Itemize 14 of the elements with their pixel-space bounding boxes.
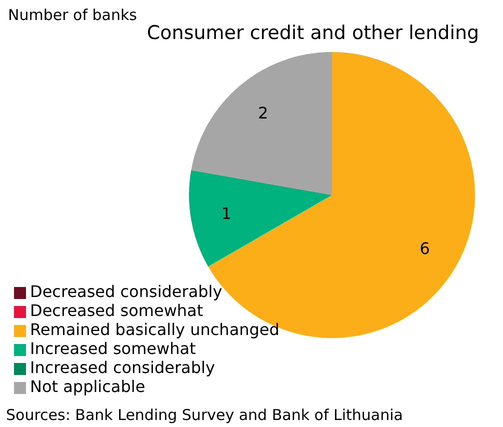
pie-slice	[191, 52, 332, 195]
legend-label: Decreased somewhat	[30, 301, 204, 320]
legend-label: Increased somewhat	[30, 339, 196, 358]
data-label: 6	[420, 239, 430, 258]
data-label: 2	[258, 103, 268, 122]
chart-subtitle: Number of banks	[8, 6, 137, 24]
legend-label: Not applicable	[30, 377, 146, 396]
pie-slice	[189, 170, 332, 266]
legend-label: Remained basically unchanged	[30, 320, 280, 339]
legend-label: Decreased considerably	[30, 282, 222, 301]
chart-title: Consumer credit and other lending	[146, 22, 480, 44]
data-label: 1	[221, 204, 232, 224]
source-note: Sources: Bank Lending Survey and Bank of Lithuania	[6, 406, 403, 424]
legend-label: Increased considerably	[30, 358, 215, 377]
